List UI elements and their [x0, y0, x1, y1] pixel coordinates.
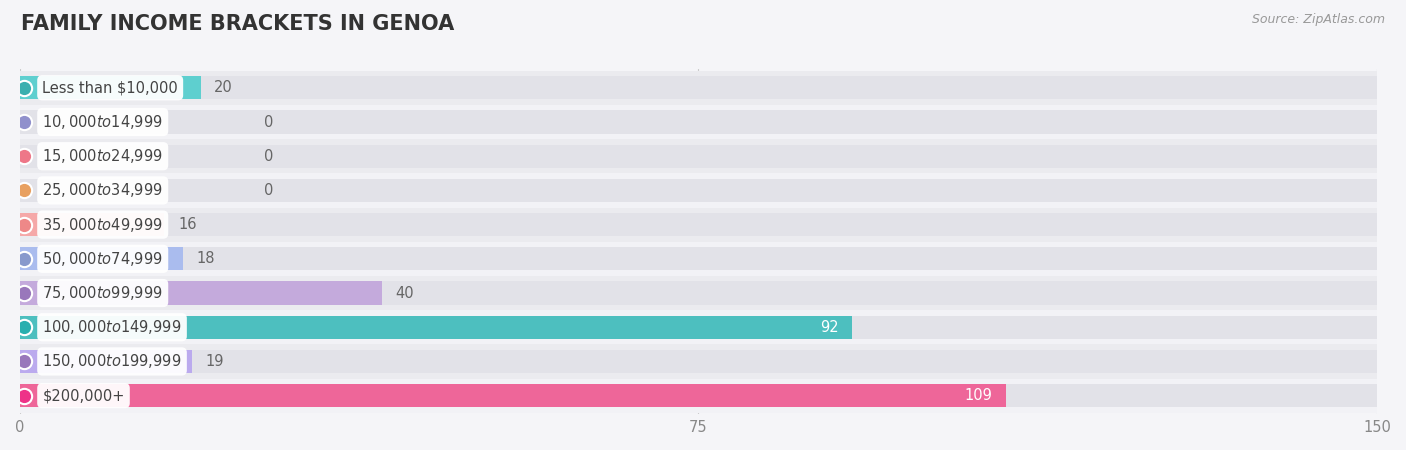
Bar [20, 76, 1376, 99]
Bar [20, 384, 1007, 407]
Text: 109: 109 [965, 388, 993, 403]
Text: 16: 16 [179, 217, 197, 232]
Text: $150,000 to $199,999: $150,000 to $199,999 [42, 352, 181, 370]
Text: $200,000+: $200,000+ [42, 388, 125, 403]
Text: $25,000 to $34,999: $25,000 to $34,999 [42, 181, 163, 199]
Text: 20: 20 [214, 80, 233, 95]
Bar [20, 213, 1376, 236]
Text: $75,000 to $99,999: $75,000 to $99,999 [42, 284, 163, 302]
Text: Source: ZipAtlas.com: Source: ZipAtlas.com [1251, 14, 1385, 27]
Text: 0: 0 [264, 183, 273, 198]
Bar [20, 384, 1376, 407]
Bar [20, 281, 381, 305]
Text: 19: 19 [205, 354, 224, 369]
Bar [20, 350, 191, 373]
Bar [20, 213, 165, 236]
Bar [20, 173, 1376, 207]
Bar [20, 350, 1376, 373]
Bar [20, 207, 1376, 242]
Text: 40: 40 [395, 286, 413, 301]
Text: $35,000 to $49,999: $35,000 to $49,999 [42, 216, 163, 234]
Bar [20, 242, 1376, 276]
Bar [20, 344, 1376, 378]
Bar [20, 71, 1376, 105]
Bar [20, 144, 1376, 168]
Bar [20, 281, 1376, 305]
Text: 0: 0 [264, 114, 273, 130]
Text: 0: 0 [264, 148, 273, 164]
Bar [20, 247, 183, 270]
Text: 18: 18 [197, 251, 215, 266]
Bar [20, 315, 852, 339]
Text: Less than $10,000: Less than $10,000 [42, 80, 179, 95]
Bar [20, 247, 1376, 270]
Bar [20, 276, 1376, 310]
Bar [20, 105, 1376, 139]
Bar [20, 110, 1376, 134]
Text: 92: 92 [820, 320, 838, 335]
Bar [20, 179, 1376, 202]
Text: $10,000 to $14,999: $10,000 to $14,999 [42, 113, 163, 131]
Bar [20, 76, 201, 99]
Bar [20, 310, 1376, 344]
Bar [20, 139, 1376, 173]
Text: $15,000 to $24,999: $15,000 to $24,999 [42, 147, 163, 165]
Text: FAMILY INCOME BRACKETS IN GENOA: FAMILY INCOME BRACKETS IN GENOA [21, 14, 454, 33]
Bar [20, 378, 1376, 413]
Bar [20, 315, 1376, 339]
Text: $100,000 to $149,999: $100,000 to $149,999 [42, 318, 181, 336]
Text: $50,000 to $74,999: $50,000 to $74,999 [42, 250, 163, 268]
